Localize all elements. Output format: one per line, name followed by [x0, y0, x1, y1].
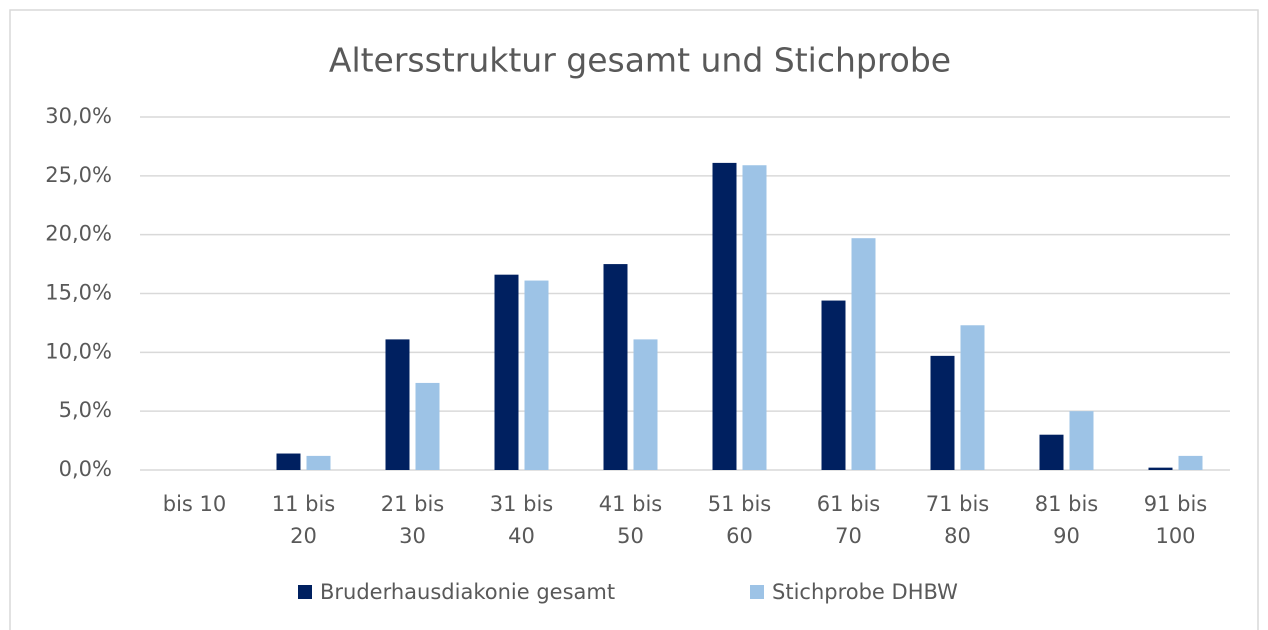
- chart-title: Altersstruktur gesamt und Stichprobe: [329, 41, 951, 80]
- bar: [1069, 411, 1094, 470]
- bar: [415, 382, 440, 470]
- bar: [821, 300, 846, 470]
- bar: [494, 274, 519, 470]
- x-tick-label: 71 bis 80: [925, 492, 990, 548]
- x-tick-label: 91 bis 100: [1143, 492, 1208, 548]
- bar: [385, 339, 410, 470]
- x-tick-label: 81 bis 90: [1034, 492, 1099, 548]
- x-tick-label: bis 10: [162, 492, 227, 516]
- y-tick-label: 20,0%: [45, 222, 112, 246]
- bar: [1039, 434, 1064, 470]
- y-tick-label: 25,0%: [45, 163, 112, 187]
- x-tick-label: 21 bis 30: [380, 492, 445, 548]
- x-tick-label: 31 bis 40: [489, 492, 554, 548]
- bar: [633, 339, 658, 470]
- x-tick-label: 51 bis 60: [707, 492, 772, 548]
- y-tick-label: 30,0%: [45, 104, 112, 128]
- bar: [306, 455, 331, 470]
- bar: [1178, 455, 1203, 470]
- y-tick-label: 15,0%: [45, 281, 112, 305]
- x-tick-label: 61 bis 70: [816, 492, 881, 548]
- legend-label: Bruderhausdiakonie gesamt: [320, 580, 615, 604]
- bar: [524, 280, 549, 470]
- bar: [930, 355, 955, 470]
- x-tick-label: 11 bis 20: [271, 492, 336, 548]
- x-tick-label: 41 bis 50: [598, 492, 663, 548]
- bar: [603, 264, 628, 470]
- bar: [1148, 467, 1173, 470]
- bar: [742, 165, 767, 470]
- bar: [960, 325, 985, 470]
- y-tick-label: 5,0%: [59, 398, 112, 422]
- bar: [276, 453, 301, 470]
- legend-swatch: [298, 585, 312, 599]
- y-tick-label: 10,0%: [45, 339, 112, 363]
- legend-label: Stichprobe DHBW: [772, 580, 958, 604]
- bar: [851, 238, 876, 470]
- y-tick-label: 0,0%: [59, 457, 112, 481]
- chart-frame: [9, 9, 1259, 630]
- legend-swatch: [750, 585, 764, 599]
- bar: [712, 162, 737, 470]
